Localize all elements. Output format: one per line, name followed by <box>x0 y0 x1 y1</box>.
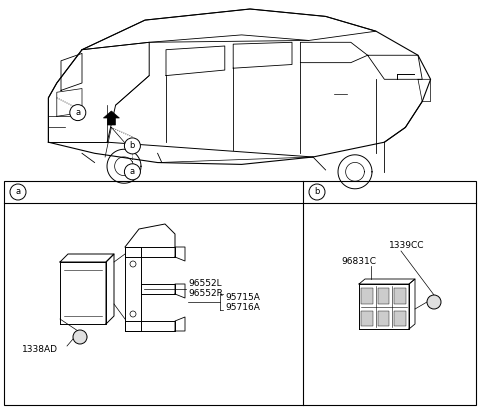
Text: a: a <box>130 167 135 176</box>
Circle shape <box>124 138 140 154</box>
Circle shape <box>130 261 136 267</box>
FancyBboxPatch shape <box>378 310 389 326</box>
Circle shape <box>10 184 26 200</box>
Circle shape <box>124 164 140 180</box>
Text: 96552R: 96552R <box>188 290 223 299</box>
Text: 95716A: 95716A <box>225 303 260 312</box>
Text: b: b <box>314 187 320 196</box>
FancyBboxPatch shape <box>361 310 372 326</box>
Circle shape <box>70 105 86 121</box>
FancyBboxPatch shape <box>378 288 389 303</box>
Circle shape <box>309 184 325 200</box>
Text: b: b <box>130 142 135 151</box>
Circle shape <box>73 330 87 344</box>
Text: 96552L: 96552L <box>188 279 222 288</box>
Circle shape <box>130 311 136 317</box>
FancyBboxPatch shape <box>395 288 406 303</box>
FancyBboxPatch shape <box>395 310 406 326</box>
Text: 1339CC: 1339CC <box>389 241 424 250</box>
Text: a: a <box>75 108 80 117</box>
Circle shape <box>427 295 441 309</box>
FancyBboxPatch shape <box>4 181 476 405</box>
FancyBboxPatch shape <box>361 288 372 303</box>
Polygon shape <box>103 111 120 125</box>
Text: 95715A: 95715A <box>225 292 260 301</box>
Text: 1338AD: 1338AD <box>22 344 58 353</box>
Text: a: a <box>15 187 21 196</box>
Text: 96831C: 96831C <box>341 256 376 265</box>
